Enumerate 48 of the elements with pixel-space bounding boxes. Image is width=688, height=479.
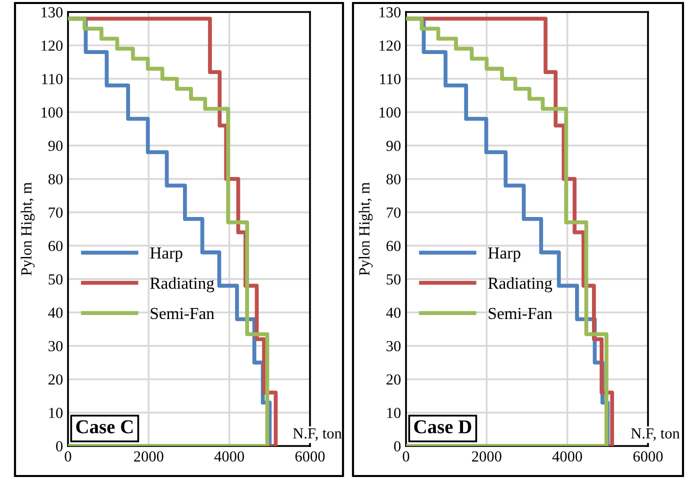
y-tick-label: 40 (48, 308, 63, 318)
legend-label: Semi-Fan (150, 308, 214, 320)
x-axis-title: N.F, ton (631, 428, 680, 441)
y-axis-title: Pylon Hight, m (20, 182, 35, 276)
y-tick-label: 80 (386, 174, 401, 184)
y-tick-label: 100 (380, 107, 401, 118)
y-tick-label: 130 (42, 7, 63, 18)
y-tick-label: 30 (386, 340, 401, 352)
y-tick-label: 90 (386, 140, 401, 151)
x-axis-title: N.F, ton (293, 428, 342, 441)
legend-label: Harp (150, 248, 182, 262)
y-tick-label: 60 (48, 240, 63, 252)
x-tick-label: 6000 (295, 451, 325, 462)
y-tick-label: 110 (42, 74, 63, 84)
y-tick-label: 60 (386, 240, 401, 252)
y-tick-label: 70 (48, 207, 63, 218)
y-tick-label: 80 (48, 174, 63, 184)
y-tick-label: 100 (42, 107, 63, 118)
y-tick-label: 110 (380, 74, 401, 84)
y-tick-label: 120 (380, 40, 401, 51)
y-tick-label: 70 (386, 207, 401, 218)
y-tick-label: 20 (386, 374, 401, 385)
y-tick-label: 90 (48, 140, 63, 151)
legend-label: Semi-Fan (488, 308, 552, 320)
annotation: Case D (414, 420, 472, 434)
y-tick-label: 20 (48, 374, 63, 385)
legend-label: Radiating (488, 277, 552, 292)
y-axis-title: Pylon Hight, m (358, 182, 373, 276)
x-tick-label: 2000 (134, 451, 164, 462)
y-tick-label: 130 (380, 7, 401, 18)
x-tick-label: 0 (64, 451, 72, 462)
y-tick-label: 10 (387, 408, 401, 418)
legend-label: Harp (488, 248, 520, 262)
x-tick-label: 6000 (633, 451, 663, 462)
y-tick-label: 50 (48, 274, 63, 285)
y-tick-label: 50 (386, 274, 401, 285)
legend-label: Radiating (150, 277, 214, 292)
y-tick-label: 10 (49, 408, 63, 418)
y-tick-label: 30 (48, 340, 63, 352)
y-tick-label: 120 (42, 40, 63, 51)
y-tick-label: 0 (394, 441, 401, 452)
y-tick-label: 40 (386, 308, 401, 318)
x-tick-label: 4000 (552, 451, 582, 462)
y-tick-label: 0 (56, 441, 63, 452)
annotation: Case C (76, 420, 133, 434)
x-tick-label: 0 (402, 451, 410, 462)
x-tick-label: 2000 (472, 451, 502, 462)
x-tick-label: 4000 (214, 451, 244, 462)
